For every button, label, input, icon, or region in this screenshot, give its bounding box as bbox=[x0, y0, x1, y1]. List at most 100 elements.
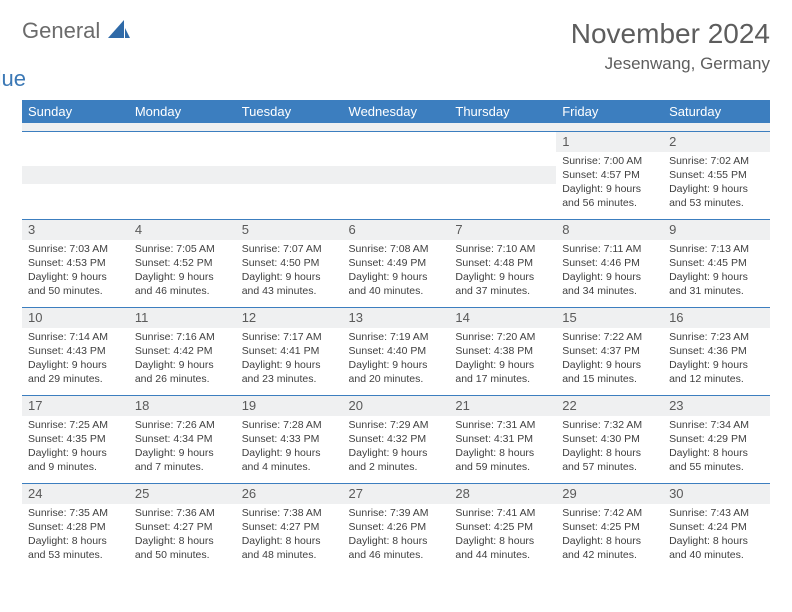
day2-line: and 44 minutes. bbox=[455, 548, 550, 562]
sunset-line: Sunset: 4:55 PM bbox=[669, 168, 764, 182]
day-cell: 9Sunrise: 7:13 AMSunset: 4:45 PMDaylight… bbox=[663, 219, 770, 307]
day2-line: and 53 minutes. bbox=[669, 196, 764, 210]
sunrise-line: Sunrise: 7:43 AM bbox=[669, 506, 764, 520]
day1-line: Daylight: 8 hours bbox=[669, 534, 764, 548]
sail-icon bbox=[108, 25, 130, 42]
day-details: Sunrise: 7:20 AMSunset: 4:38 PMDaylight:… bbox=[449, 328, 556, 391]
empty-cell bbox=[22, 131, 129, 219]
day-details: Sunrise: 7:41 AMSunset: 4:25 PMDaylight:… bbox=[449, 504, 556, 567]
sunset-line: Sunset: 4:26 PM bbox=[349, 520, 444, 534]
day1-line: Daylight: 8 hours bbox=[242, 534, 337, 548]
sunset-line: Sunset: 4:33 PM bbox=[242, 432, 337, 446]
day-details: Sunrise: 7:39 AMSunset: 4:26 PMDaylight:… bbox=[343, 504, 450, 567]
date-number: 14 bbox=[449, 308, 556, 328]
day2-line: and 53 minutes. bbox=[28, 548, 123, 562]
col-tuesday: Tuesday bbox=[236, 100, 343, 123]
day-cell: 7Sunrise: 7:10 AMSunset: 4:48 PMDaylight… bbox=[449, 219, 556, 307]
date-number: 12 bbox=[236, 308, 343, 328]
sunrise-line: Sunrise: 7:17 AM bbox=[242, 330, 337, 344]
day1-line: Daylight: 8 hours bbox=[669, 446, 764, 460]
sunset-line: Sunset: 4:35 PM bbox=[28, 432, 123, 446]
day-cell: 15Sunrise: 7:22 AMSunset: 4:37 PMDayligh… bbox=[556, 307, 663, 395]
sunrise-line: Sunrise: 7:14 AM bbox=[28, 330, 123, 344]
sunset-line: Sunset: 4:25 PM bbox=[455, 520, 550, 534]
day1-line: Daylight: 8 hours bbox=[455, 534, 550, 548]
day2-line: and 46 minutes. bbox=[349, 548, 444, 562]
sunrise-line: Sunrise: 7:07 AM bbox=[242, 242, 337, 256]
empty-cell bbox=[343, 131, 450, 219]
date-number: 23 bbox=[663, 396, 770, 416]
day-cell: 26Sunrise: 7:38 AMSunset: 4:27 PMDayligh… bbox=[236, 483, 343, 571]
sunset-line: Sunset: 4:49 PM bbox=[349, 256, 444, 270]
day2-line: and 37 minutes. bbox=[455, 284, 550, 298]
week-row: 10Sunrise: 7:14 AMSunset: 4:43 PMDayligh… bbox=[22, 307, 770, 395]
sunrise-line: Sunrise: 7:08 AM bbox=[349, 242, 444, 256]
sunset-line: Sunset: 4:50 PM bbox=[242, 256, 337, 270]
day2-line: and 40 minutes. bbox=[349, 284, 444, 298]
day-details: Sunrise: 7:28 AMSunset: 4:33 PMDaylight:… bbox=[236, 416, 343, 479]
sunset-line: Sunset: 4:38 PM bbox=[455, 344, 550, 358]
header: General Blue November 2024 Jesenwang, Ge… bbox=[22, 18, 770, 92]
sunset-line: Sunset: 4:57 PM bbox=[562, 168, 657, 182]
date-number: 8 bbox=[556, 220, 663, 240]
day1-line: Daylight: 9 hours bbox=[242, 358, 337, 372]
sunrise-line: Sunrise: 7:38 AM bbox=[242, 506, 337, 520]
day1-line: Daylight: 9 hours bbox=[562, 182, 657, 196]
day-details: Sunrise: 7:17 AMSunset: 4:41 PMDaylight:… bbox=[236, 328, 343, 391]
sunset-line: Sunset: 4:28 PM bbox=[28, 520, 123, 534]
day-cell: 5Sunrise: 7:07 AMSunset: 4:50 PMDaylight… bbox=[236, 219, 343, 307]
col-friday: Friday bbox=[556, 100, 663, 123]
date-number: 15 bbox=[556, 308, 663, 328]
day1-line: Daylight: 9 hours bbox=[242, 446, 337, 460]
day-details: Sunrise: 7:22 AMSunset: 4:37 PMDaylight:… bbox=[556, 328, 663, 391]
sunrise-line: Sunrise: 7:31 AM bbox=[455, 418, 550, 432]
sunset-line: Sunset: 4:30 PM bbox=[562, 432, 657, 446]
day-details: Sunrise: 7:13 AMSunset: 4:45 PMDaylight:… bbox=[663, 240, 770, 303]
day-cell: 6Sunrise: 7:08 AMSunset: 4:49 PMDaylight… bbox=[343, 219, 450, 307]
day1-line: Daylight: 9 hours bbox=[455, 270, 550, 284]
day-details: Sunrise: 7:38 AMSunset: 4:27 PMDaylight:… bbox=[236, 504, 343, 567]
date-number: 29 bbox=[556, 484, 663, 504]
brand-part1: General bbox=[22, 18, 100, 43]
day-cell: 30Sunrise: 7:43 AMSunset: 4:24 PMDayligh… bbox=[663, 483, 770, 571]
sunset-line: Sunset: 4:46 PM bbox=[562, 256, 657, 270]
day-details: Sunrise: 7:25 AMSunset: 4:35 PMDaylight:… bbox=[22, 416, 129, 479]
day1-line: Daylight: 9 hours bbox=[349, 270, 444, 284]
day-details: Sunrise: 7:00 AMSunset: 4:57 PMDaylight:… bbox=[556, 152, 663, 215]
sunset-line: Sunset: 4:40 PM bbox=[349, 344, 444, 358]
week-row: 17Sunrise: 7:25 AMSunset: 4:35 PMDayligh… bbox=[22, 395, 770, 483]
week-row: 24Sunrise: 7:35 AMSunset: 4:28 PMDayligh… bbox=[22, 483, 770, 571]
sunrise-line: Sunrise: 7:36 AM bbox=[135, 506, 230, 520]
day-details: Sunrise: 7:10 AMSunset: 4:48 PMDaylight:… bbox=[449, 240, 556, 303]
date-number: 4 bbox=[129, 220, 236, 240]
day1-line: Daylight: 9 hours bbox=[349, 446, 444, 460]
day-cell: 1Sunrise: 7:00 AMSunset: 4:57 PMDaylight… bbox=[556, 131, 663, 219]
day1-line: Daylight: 8 hours bbox=[562, 446, 657, 460]
day2-line: and 50 minutes. bbox=[135, 548, 230, 562]
sunrise-line: Sunrise: 7:13 AM bbox=[669, 242, 764, 256]
sunset-line: Sunset: 4:24 PM bbox=[669, 520, 764, 534]
day-cell: 21Sunrise: 7:31 AMSunset: 4:31 PMDayligh… bbox=[449, 395, 556, 483]
sunrise-line: Sunrise: 7:22 AM bbox=[562, 330, 657, 344]
sunset-line: Sunset: 4:29 PM bbox=[669, 432, 764, 446]
date-number: 20 bbox=[343, 396, 450, 416]
day2-line: and 29 minutes. bbox=[28, 372, 123, 386]
day1-line: Daylight: 9 hours bbox=[455, 358, 550, 372]
day2-line: and 7 minutes. bbox=[135, 460, 230, 474]
day2-line: and 12 minutes. bbox=[669, 372, 764, 386]
day2-line: and 26 minutes. bbox=[135, 372, 230, 386]
sunset-line: Sunset: 4:36 PM bbox=[669, 344, 764, 358]
date-number: 18 bbox=[129, 396, 236, 416]
day2-line: and 40 minutes. bbox=[669, 548, 764, 562]
sunrise-line: Sunrise: 7:28 AM bbox=[242, 418, 337, 432]
day1-line: Daylight: 9 hours bbox=[135, 270, 230, 284]
sunrise-line: Sunrise: 7:35 AM bbox=[28, 506, 123, 520]
sunrise-line: Sunrise: 7:25 AM bbox=[28, 418, 123, 432]
day-cell: 11Sunrise: 7:16 AMSunset: 4:42 PMDayligh… bbox=[129, 307, 236, 395]
date-number: 10 bbox=[22, 308, 129, 328]
day1-line: Daylight: 8 hours bbox=[349, 534, 444, 548]
day1-line: Daylight: 9 hours bbox=[28, 270, 123, 284]
day-cell: 8Sunrise: 7:11 AMSunset: 4:46 PMDaylight… bbox=[556, 219, 663, 307]
sunrise-line: Sunrise: 7:20 AM bbox=[455, 330, 550, 344]
brand-logo: General Blue bbox=[22, 18, 130, 92]
